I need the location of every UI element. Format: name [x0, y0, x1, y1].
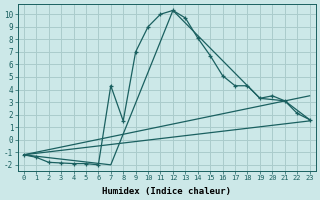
X-axis label: Humidex (Indice chaleur): Humidex (Indice chaleur) [102, 187, 231, 196]
